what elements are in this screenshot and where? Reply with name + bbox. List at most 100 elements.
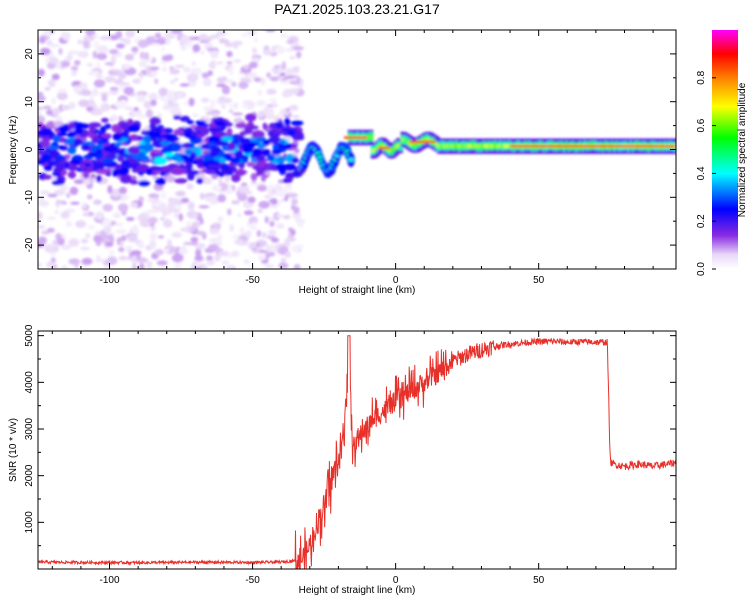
spectrogram-cell [89, 110, 102, 116]
spectrogram-cell [73, 85, 79, 93]
spectrogram-cell [106, 232, 115, 236]
spectrogram-cell [269, 76, 280, 82]
spectrogram-cell [218, 171, 225, 178]
spectrogram-cell [284, 163, 296, 171]
spectrogram-cell [96, 61, 101, 70]
spectrogram-cell [158, 96, 165, 101]
spectrogram-cell [251, 148, 263, 157]
spectrogram-cell [228, 109, 234, 114]
spectrogram-cell [510, 145, 676, 148]
spectrogram-cell [161, 55, 172, 62]
spectrogram-cell [67, 164, 79, 172]
spectrogram-cell [78, 83, 86, 89]
spectrogram-cell [217, 233, 223, 242]
spectrogram-cell [212, 222, 222, 229]
spectrogram-cell [192, 44, 201, 53]
spectrogram-cell [45, 40, 53, 45]
spectrogram-cell [124, 245, 134, 250]
spectrogram-cell [52, 107, 61, 115]
spectrogram-cell [179, 115, 190, 122]
spectrogram-cell [169, 66, 175, 70]
spectrogram-cell [175, 92, 185, 98]
spectrogram-cell [208, 61, 217, 69]
spectrogram-cell [66, 192, 71, 199]
spectrogram-cell [93, 199, 102, 205]
spectrogram-cell [82, 171, 90, 179]
spectrogram-cell [126, 118, 134, 127]
spectrogram-cell [240, 33, 248, 38]
spectrogram-cell [41, 230, 50, 235]
spectrogram-cell [210, 34, 220, 39]
spectrogram-cell [118, 116, 123, 121]
spectrogram-cell [96, 254, 101, 263]
spectrogram-cell [217, 216, 224, 223]
spectrogram-cell [82, 212, 90, 217]
spectrogram-cell [167, 239, 172, 249]
spectrogram-cell [224, 175, 231, 183]
spectrogram-cell [117, 154, 124, 162]
spectrogram-cell [101, 93, 108, 102]
spectrogram-cell [279, 72, 286, 77]
spectrogram-cell [214, 120, 226, 126]
spectrogram-cell [175, 191, 185, 197]
spectrogram-cell [132, 78, 141, 84]
spectrogram-cell [109, 87, 119, 91]
spectrogram-cell [138, 263, 145, 269]
spectrogram-cell [125, 30, 136, 38]
spectrogram-cell [176, 158, 184, 164]
spectrogram-cell [139, 51, 145, 60]
spectrogram-cell [269, 221, 275, 227]
spectrogram-cell [38, 160, 45, 165]
spectrogram-cell [279, 199, 285, 203]
spectrogram-cell [114, 164, 123, 170]
spectrogram-cell [174, 262, 181, 269]
spectrogram-cell [154, 78, 159, 85]
spectrogram-cell [255, 101, 266, 107]
spectrogram-cell [250, 173, 258, 181]
spectrogram-cell [287, 192, 298, 199]
spectrogram-cell [245, 113, 257, 122]
spectrogram-cell [149, 116, 162, 125]
spectrogram-cell [215, 141, 229, 146]
snr-frame [37, 330, 677, 570]
spectrogram-cell [112, 132, 123, 141]
snr-series-line [38, 335, 676, 569]
spectrogram-cell [117, 203, 129, 212]
spectrogram-cell [67, 171, 77, 179]
spectrogram-cell [132, 262, 137, 269]
spectrogram-cell [143, 143, 154, 152]
spectrogram-cell [229, 224, 235, 232]
spectrogram-cell [196, 177, 204, 184]
spectrogram-cell [118, 255, 128, 261]
spectrogram-cell [290, 204, 296, 211]
spectrogram-cell [179, 83, 190, 87]
spectrogram-cell [95, 169, 110, 175]
spectrogram-cell [183, 67, 191, 73]
spectrogram-cell [115, 43, 125, 49]
spectrogram-cell [171, 30, 183, 34]
spectrogram-cell [160, 190, 167, 200]
spectrogram-cell [119, 85, 124, 91]
spectrogram-cell [38, 91, 44, 97]
spectrogram-cell [228, 104, 239, 108]
spectrogram-cell [210, 99, 215, 108]
spectrogram-cell [262, 49, 273, 56]
spectrogram-cell [281, 33, 289, 39]
spectrogram-cell [121, 235, 127, 242]
spectrogram-cell [202, 177, 213, 185]
spectrogram-cell [270, 237, 280, 243]
spectrogram-cell [62, 31, 71, 41]
spectrogram-cell [195, 249, 202, 257]
spectrogram-cell [239, 226, 245, 236]
spectrogram-cell [119, 38, 127, 42]
snr-ylabel: SNR (10 * v/v) [8, 418, 19, 482]
spectrogram-cell [44, 86, 51, 91]
spectrogram-cell [200, 97, 210, 103]
spectrogram-cell [266, 88, 277, 95]
spectrogram-cell [91, 145, 99, 151]
colorbar-gradient [712, 30, 738, 269]
spectrogram-cell [103, 145, 117, 152]
spectrogram-cell [269, 188, 277, 196]
spectrogram-cell [43, 165, 53, 171]
spectrogram-cell [261, 149, 271, 157]
